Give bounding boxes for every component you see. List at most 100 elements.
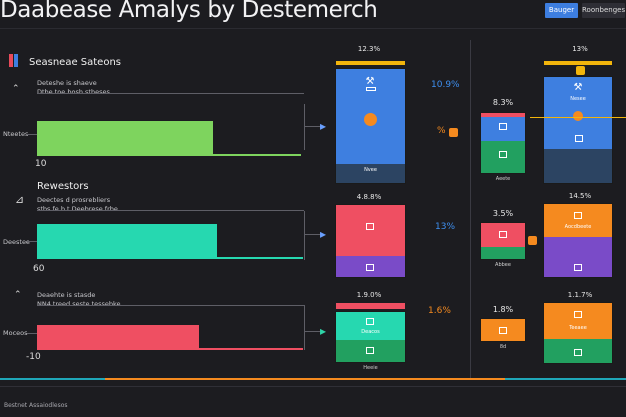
right-orange-segment — [544, 204, 612, 237]
calendar-icon — [499, 327, 507, 334]
section3-axis-value: -10 — [26, 352, 41, 362]
pink-stack-card[interactable] — [335, 204, 406, 278]
share-icon — [574, 264, 582, 271]
primary-button[interactable]: Bauger — [545, 3, 578, 18]
section-title-1: Seasneae Sateons — [29, 57, 122, 68]
section1-side-label: Nteetes — [3, 130, 29, 138]
image-icon — [366, 347, 374, 354]
middle-top-pct: 12.3% — [357, 45, 381, 53]
section1-line1: Deteshe is shaeve — [37, 79, 97, 87]
section1-connector — [304, 104, 305, 150]
section-title-2: Rewestors — [37, 181, 89, 192]
footer-text: Bestnet Assaiodlesos — [4, 402, 68, 409]
orange-dot-icon — [573, 111, 583, 121]
section1-line2: Dtbe toe bosh stheses — [37, 88, 110, 96]
arrow-right-icon: ▸ — [320, 324, 327, 338]
chevron-up-icon: ⌃ — [14, 290, 22, 300]
inbox-icon — [574, 212, 582, 219]
section1-axis-value: 10 — [35, 159, 47, 169]
secondary-button[interactable]: Roonbenges — [582, 3, 625, 18]
small2-pink-segment — [481, 223, 525, 247]
right-bottom-stack-card[interactable]: Teeaee — [543, 302, 613, 364]
right-blue-stack-card[interactable]: ⚒ Nesee — [543, 76, 613, 184]
right-small1-footer: Aeete — [495, 176, 511, 182]
right-orange-stack-card[interactable]: Aocdbeete — [543, 203, 613, 278]
section2-connector — [304, 211, 305, 260]
section2-axis-value: 60 — [33, 264, 45, 274]
right-top-pct: 13% — [572, 45, 588, 53]
right-small2-pct: 3.5% — [492, 209, 514, 218]
right-bottom-orange-segment — [544, 303, 612, 339]
section1-tick — [27, 134, 37, 135]
section1-rule — [37, 93, 304, 94]
yellow-tag-icon — [576, 66, 585, 75]
right-mid-label: Aocdbeete — [564, 224, 592, 230]
blue-stack-card[interactable]: ⚒ Nvee — [335, 68, 406, 184]
section3-line2: NN4 treed seste tessebke — [37, 300, 121, 308]
tools-icon: ⚒ — [573, 82, 583, 93]
teal-baseline — [37, 257, 303, 259]
right-small-card-1[interactable] — [480, 112, 526, 174]
middle-card2-pct: 4.8.8% — [356, 193, 382, 201]
section3-side-label: Moceos — [3, 329, 28, 337]
right-small-card-2[interactable] — [480, 222, 526, 260]
right-top-cap — [544, 61, 612, 65]
right-mid-pct: 14.5% — [568, 192, 592, 200]
right-small-card-3[interactable] — [480, 318, 526, 342]
middle-card3-float-pct: 1.6% — [428, 306, 451, 316]
box-icon — [574, 311, 582, 318]
section3-tick — [27, 333, 37, 334]
middle-top-cap — [336, 61, 405, 65]
monitor-icon — [499, 123, 507, 130]
page-title: Daabease Amalys by Destemerch — [0, 0, 378, 23]
middle-card3-cap — [336, 303, 405, 309]
right-small3-pct: 1.8% — [492, 305, 514, 314]
orange-tag-icon — [449, 128, 458, 137]
section2-line1: Deectes d prosrebliers — [37, 196, 111, 204]
footer-divider — [0, 386, 626, 387]
legend-blue-icon — [14, 54, 18, 67]
right-small2-footer: Abbee — [495, 262, 511, 268]
middle-card1-footer: Nvee — [364, 167, 377, 173]
grid-icon — [574, 349, 582, 356]
arrow-right-icon: ▸ — [320, 119, 327, 133]
middle-card3-label2: Heeie — [363, 365, 378, 371]
right-yellow-guide — [530, 117, 626, 118]
section2-tick — [27, 241, 37, 242]
middle-card3-pct: 1.9.0% — [356, 291, 382, 299]
middle-float-pct: 10.9% — [431, 80, 460, 90]
tools-icon: ⚒ — [365, 76, 375, 87]
lime-baseline — [37, 154, 301, 156]
section1-connector-h — [304, 126, 322, 127]
teal-segment — [336, 312, 405, 340]
section2-side-label: Deestee — [3, 238, 30, 246]
chevron-up-icon: ⌃ — [12, 84, 20, 94]
section2-line2: stbs fe b t Deebrese frbe — [37, 205, 118, 213]
pink-segment — [336, 205, 405, 256]
folder-icon — [499, 231, 507, 238]
small1-red-cap — [481, 113, 525, 117]
section3-connector-h — [304, 331, 322, 332]
section2-rule — [37, 210, 304, 211]
section2-connector-h — [304, 234, 322, 235]
section3-connector — [304, 305, 305, 350]
arrow-right-icon: ▸ — [320, 227, 327, 241]
section3-line1: Deaehte is stasde — [37, 291, 96, 299]
trash-icon — [575, 135, 583, 142]
bottom-orange-rule — [105, 378, 505, 380]
right-small1-pct: 8.3% — [492, 98, 514, 107]
teal-stack-card[interactable]: Deacos — [335, 311, 406, 363]
middle-card2-float-pct: 13% — [435, 222, 456, 232]
pink-baseline — [37, 348, 303, 350]
teal-bar — [37, 224, 217, 258]
middle-side-pct: % — [437, 126, 446, 136]
document-icon — [366, 318, 374, 325]
right-small3-label: 8d — [499, 344, 507, 350]
chart-icon — [366, 264, 374, 271]
header-divider — [0, 28, 626, 29]
right-bottom-label: Teeaee — [569, 325, 587, 331]
lime-bar — [37, 121, 213, 155]
middle-card3-label1: Deacos — [361, 329, 380, 335]
lock-icon — [499, 151, 507, 158]
column-divider — [470, 40, 471, 380]
